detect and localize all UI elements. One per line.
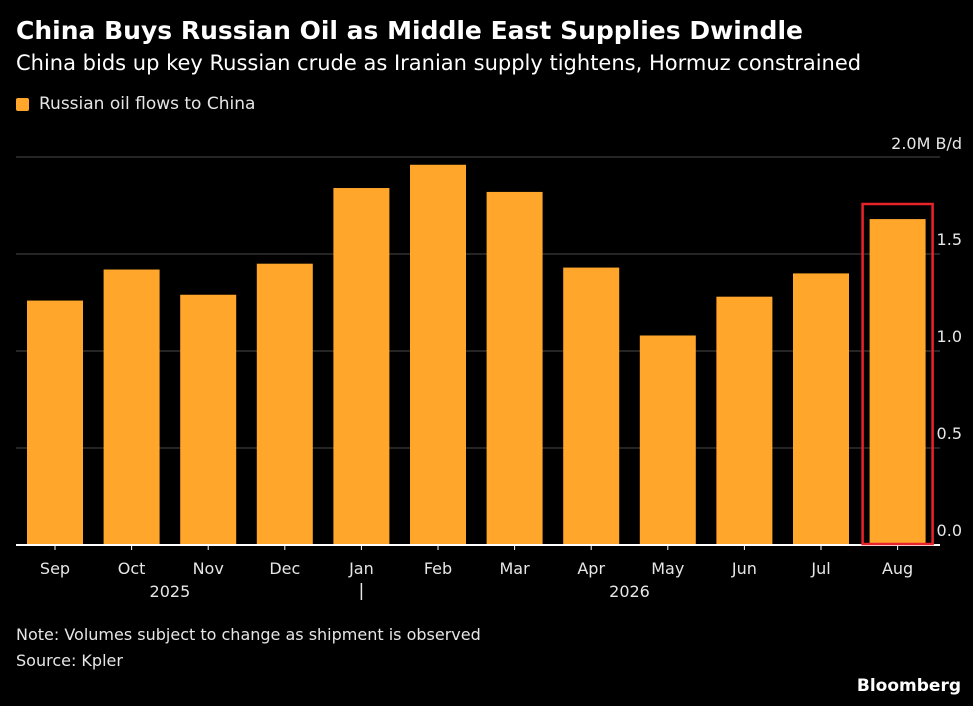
source-text: Source: Kpler (16, 651, 123, 670)
x-tick-label: Sep (40, 559, 70, 578)
bar (180, 294, 237, 545)
bar (716, 296, 773, 545)
legend: Russian oil flows to China (16, 94, 255, 114)
x-tick-label: May (651, 559, 684, 578)
year-label: 2026 (609, 582, 650, 601)
x-tick-label: Feb (424, 559, 452, 578)
y-tick-label: 1.0 (937, 327, 962, 346)
bar (27, 300, 83, 545)
bar (639, 335, 696, 545)
y-tick-label: 1.5 (937, 230, 962, 249)
y-tick-label: 0.0 (937, 521, 962, 540)
bar (793, 273, 849, 545)
x-tick-label: Dec (269, 559, 300, 578)
x-tick-label: Mar (500, 559, 531, 578)
chart-title: China Buys Russian Oil as Middle East Su… (16, 16, 803, 45)
highlight-box (861, 202, 934, 546)
bloomberg-logo: Bloomberg (856, 676, 961, 696)
x-tick-label: Oct (118, 559, 146, 578)
x-tick-label: Jul (810, 559, 830, 578)
legend-label: Russian oil flows to China (39, 94, 256, 114)
x-tick-label: Jun (731, 559, 757, 578)
legend-swatch (16, 97, 29, 111)
bar (103, 269, 160, 545)
bar (869, 219, 926, 545)
bar-chart: 0.0 0.5 1.0 1.5 2.0M B/d Sep Oct Nov Dec Jan Feb Ma… (16, 134, 962, 601)
x-tick-label: Nov (193, 559, 224, 578)
chart-subtitle: China bids up key Russian crude as Irani… (16, 51, 862, 75)
y-tick-label: 2.0M B/d (891, 134, 962, 153)
x-tick-label: Aug (882, 559, 913, 578)
y-tick-label: 0.5 (937, 424, 962, 443)
bar (486, 191, 543, 546)
bar (256, 263, 313, 545)
bar (333, 188, 390, 546)
bar (410, 164, 466, 545)
x-tick-label: Apr (577, 559, 605, 578)
bar (563, 267, 620, 545)
note-text: Note: Volumes subject to change as shipm… (16, 625, 481, 644)
x-tick-label: Jan (348, 559, 374, 578)
year-label: 2025 (150, 582, 191, 601)
